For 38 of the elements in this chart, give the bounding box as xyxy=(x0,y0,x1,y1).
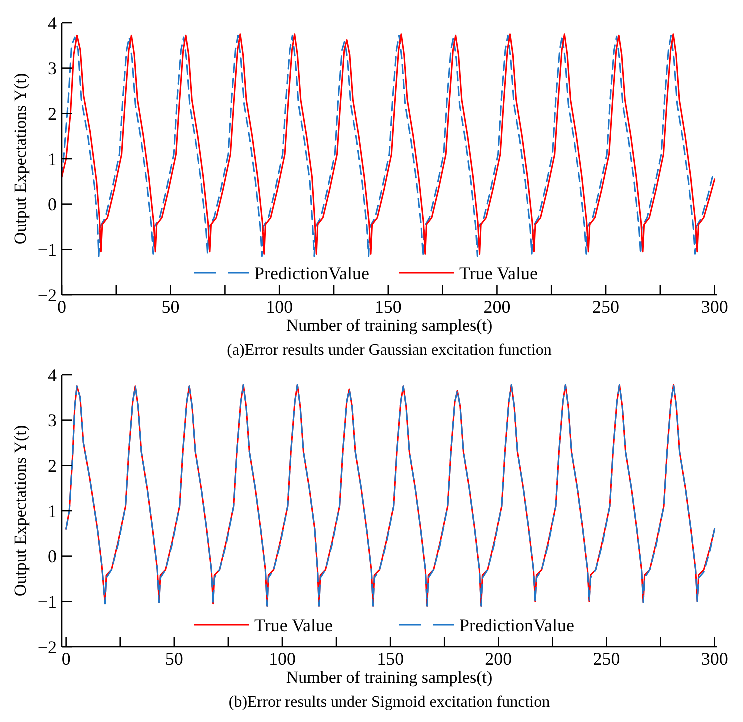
x-axis-title: Number of training samples(t) xyxy=(286,316,493,335)
x-tick-label: 100 xyxy=(268,649,296,669)
y-tick-label: −1 xyxy=(38,592,57,612)
legend-label: PredictionValue xyxy=(460,615,574,636)
y-tick-label: 1 xyxy=(48,149,57,170)
x-tick-label: 0 xyxy=(62,649,71,669)
x-tick-label: 200 xyxy=(485,649,512,669)
y-tick-label: −2 xyxy=(38,285,57,306)
y-tick-label: 3 xyxy=(48,58,57,79)
x-tick-label: 300 xyxy=(701,297,728,317)
line-series xyxy=(66,384,716,607)
x-tick-label: 250 xyxy=(592,297,620,317)
y-tick-label: 4 xyxy=(48,365,57,386)
y-tick-label: 0 xyxy=(48,194,57,215)
y-tick-label: 4 xyxy=(48,13,57,34)
x-axis-title: Number of training samples(t) xyxy=(286,668,493,687)
text: (a)Error results under Gaussian excitation function xyxy=(227,342,552,359)
y-tick-label: −1 xyxy=(38,240,57,260)
y-tick-label: 2 xyxy=(48,456,57,476)
legend-label: True Value xyxy=(460,263,538,284)
y-axis-title: Output Expectations Y(t) xyxy=(11,425,30,597)
x-tick-label: 300 xyxy=(701,649,728,669)
y-tick-label: 0 xyxy=(48,546,57,567)
y-tick-label: 2 xyxy=(48,104,57,124)
text: (b)Error results under Sigmoid excitation function xyxy=(228,694,550,711)
x-tick-label: 50 xyxy=(162,297,180,317)
y-tick-label: −2 xyxy=(38,637,57,658)
y-tick-label: 3 xyxy=(48,410,57,431)
x-tick-label: 150 xyxy=(374,297,402,317)
x-tick-label: 100 xyxy=(266,297,294,317)
x-tick-label: 150 xyxy=(377,649,404,669)
y-axis-title: Output Expectations Y(t) xyxy=(11,73,30,245)
legend-label: PredictionValue xyxy=(254,263,370,284)
x-tick-label: 200 xyxy=(484,297,511,317)
legend-label: True Value xyxy=(254,615,334,636)
x-tick-label: 250 xyxy=(593,649,620,669)
x-tick-label: 50 xyxy=(165,649,184,669)
y-tick-label: 1 xyxy=(48,501,57,522)
